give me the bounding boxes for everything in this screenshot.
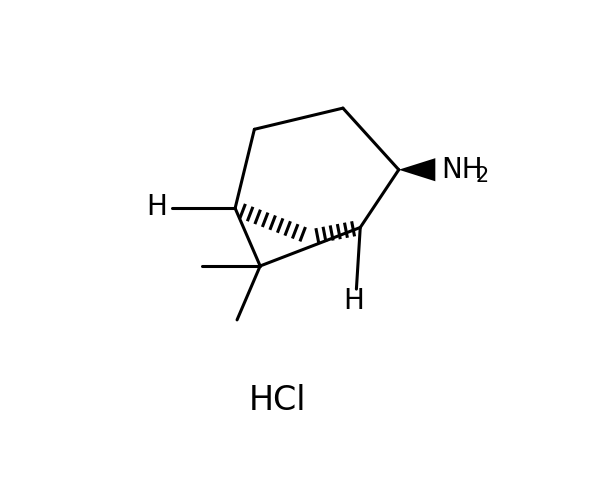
Text: H: H bbox=[146, 194, 167, 222]
Text: NH: NH bbox=[441, 156, 483, 184]
Text: HCl: HCl bbox=[249, 384, 307, 417]
Polygon shape bbox=[399, 158, 435, 182]
Text: 2: 2 bbox=[476, 166, 489, 186]
Text: H: H bbox=[343, 288, 364, 316]
